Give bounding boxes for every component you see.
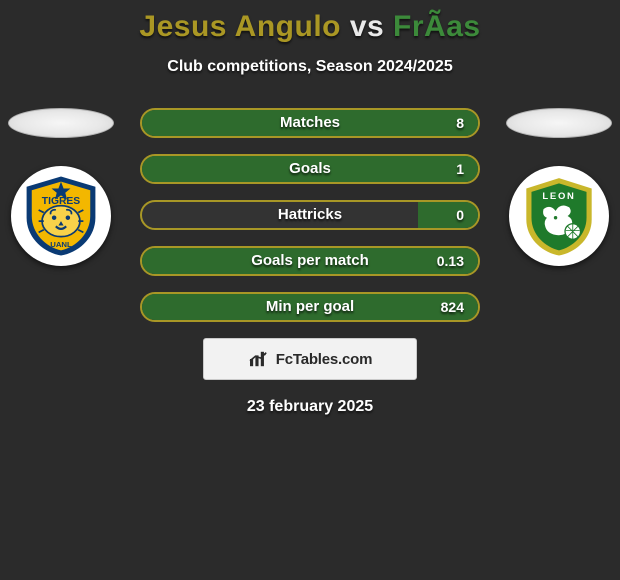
date-label: 23 february 2025 <box>0 398 620 416</box>
player1-club-logo: TIGRES UANL <box>11 166 111 266</box>
comparison-card: Jesus Angulo vs FrÃ­as Club competitions… <box>0 0 620 580</box>
player1-headshot <box>8 108 114 138</box>
stat-label: Goals <box>142 156 478 182</box>
stat-label: Hattricks <box>142 202 478 228</box>
stat-bar: 824Min per goal <box>140 292 480 322</box>
stat-label: Goals per match <box>142 248 478 274</box>
player-right-column: LEON <box>504 108 614 266</box>
brand-badge[interactable]: FcTables.com <box>203 338 417 380</box>
tigres-badge-icon: TIGRES UANL <box>18 173 104 259</box>
player2-club-logo: LEON <box>509 166 609 266</box>
stat-bar: 0Hattricks <box>140 200 480 230</box>
vs-label: vs <box>350 10 384 43</box>
player1-name: Jesus Angulo <box>139 10 341 43</box>
stat-label: Matches <box>142 110 478 136</box>
stat-bar: 8Matches <box>140 108 480 138</box>
stats-list: 8Matches 1Goals 0Hattricks 0.13Goals per ma… <box>140 108 480 322</box>
player-left-column: TIGRES UANL <box>6 108 116 266</box>
player2-name: FrÃ­as <box>393 10 481 43</box>
stat-label: Min per goal <box>142 294 478 320</box>
chart-icon <box>248 350 270 368</box>
svg-text:UANL: UANL <box>50 240 72 249</box>
stat-bar: 1Goals <box>140 154 480 184</box>
player2-headshot <box>506 108 612 138</box>
content-area: TIGRES UANL LEON <box>0 108 620 416</box>
svg-text:LEON: LEON <box>542 191 575 202</box>
brand-text: FcTables.com <box>276 351 373 368</box>
leon-badge-icon: LEON <box>516 173 602 259</box>
stat-bar: 0.13Goals per match <box>140 246 480 276</box>
page-title: Jesus Angulo vs FrÃ­as <box>0 0 620 44</box>
subtitle: Club competitions, Season 2024/2025 <box>0 58 620 76</box>
